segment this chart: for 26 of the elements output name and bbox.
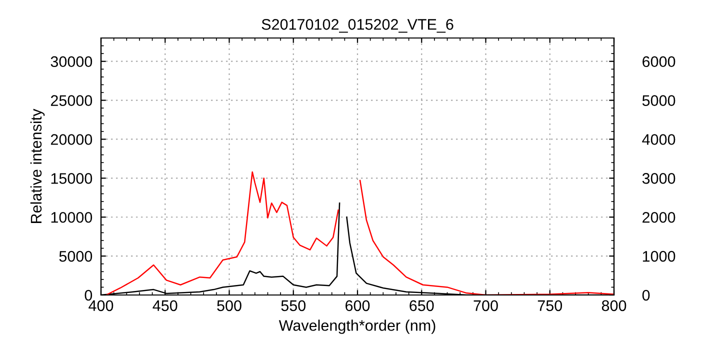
y-axis-title: Relative intensity xyxy=(30,108,45,223)
y2-tick-label: 6000 xyxy=(642,56,676,68)
y-tick-label: 0 xyxy=(84,290,92,301)
x-tick-label: 500 xyxy=(217,300,242,312)
y-tick-label: 15000 xyxy=(51,173,92,184)
y-tick-label: 30000 xyxy=(50,56,92,68)
x-tick-label: 450 xyxy=(152,300,178,312)
y-tick-label: 5000 xyxy=(59,250,92,262)
x-tick-label: 750 xyxy=(538,300,562,312)
y2-tick-label: 2000 xyxy=(642,212,676,223)
y-tick-label: 20000 xyxy=(50,134,92,145)
x-tick-label: 550 xyxy=(281,300,306,312)
y-tick-label: 10000 xyxy=(51,212,92,223)
x-tick-label: 800 xyxy=(602,300,626,312)
y2-tick-label: 1000 xyxy=(642,250,676,262)
y2-tick-label: 5000 xyxy=(642,95,676,106)
chart-title: S20170102_015202_VTE_6 xyxy=(262,19,454,33)
y2-tick-label: 3000 xyxy=(642,173,676,184)
y2-tick-label: 4000 xyxy=(642,134,676,145)
x-tick-label: 600 xyxy=(346,300,370,312)
y2-tick-label: 0 xyxy=(642,290,650,301)
x-tick-label: 700 xyxy=(474,300,498,312)
x-tick-label: 650 xyxy=(410,300,434,312)
y-tick-label: 25000 xyxy=(50,95,92,106)
x-tick-label: 400 xyxy=(88,300,114,312)
x-axis-title: Wavelength*order (nm) xyxy=(278,320,436,334)
